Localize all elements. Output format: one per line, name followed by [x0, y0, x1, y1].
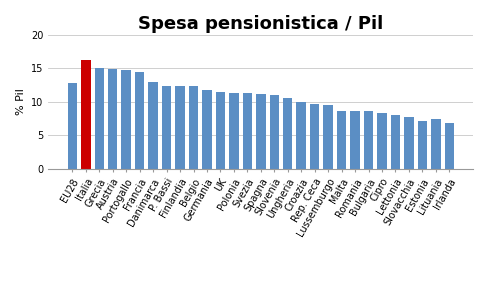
Bar: [95, 68, 104, 169]
Bar: [418, 120, 427, 169]
Bar: [162, 86, 171, 169]
Bar: [242, 93, 252, 169]
Bar: [216, 93, 225, 169]
Bar: [189, 86, 198, 169]
Bar: [297, 102, 306, 169]
Bar: [229, 93, 239, 169]
Bar: [391, 115, 400, 169]
Title: Spesa pensionistica / Pil: Spesa pensionistica / Pil: [138, 15, 384, 33]
Bar: [108, 69, 117, 169]
Bar: [283, 98, 293, 169]
Bar: [202, 91, 212, 169]
Bar: [310, 104, 319, 169]
Bar: [270, 95, 279, 169]
Bar: [324, 105, 333, 169]
Bar: [444, 123, 454, 169]
Bar: [256, 94, 266, 169]
Bar: [121, 70, 131, 169]
Bar: [337, 111, 346, 169]
Y-axis label: % Pil: % Pil: [15, 88, 26, 115]
Bar: [175, 86, 185, 169]
Bar: [350, 111, 360, 169]
Bar: [81, 60, 90, 169]
Bar: [404, 117, 413, 169]
Bar: [431, 119, 440, 169]
Bar: [135, 72, 144, 169]
Bar: [377, 113, 387, 169]
Bar: [148, 82, 158, 169]
Bar: [68, 83, 77, 169]
Bar: [364, 111, 373, 169]
